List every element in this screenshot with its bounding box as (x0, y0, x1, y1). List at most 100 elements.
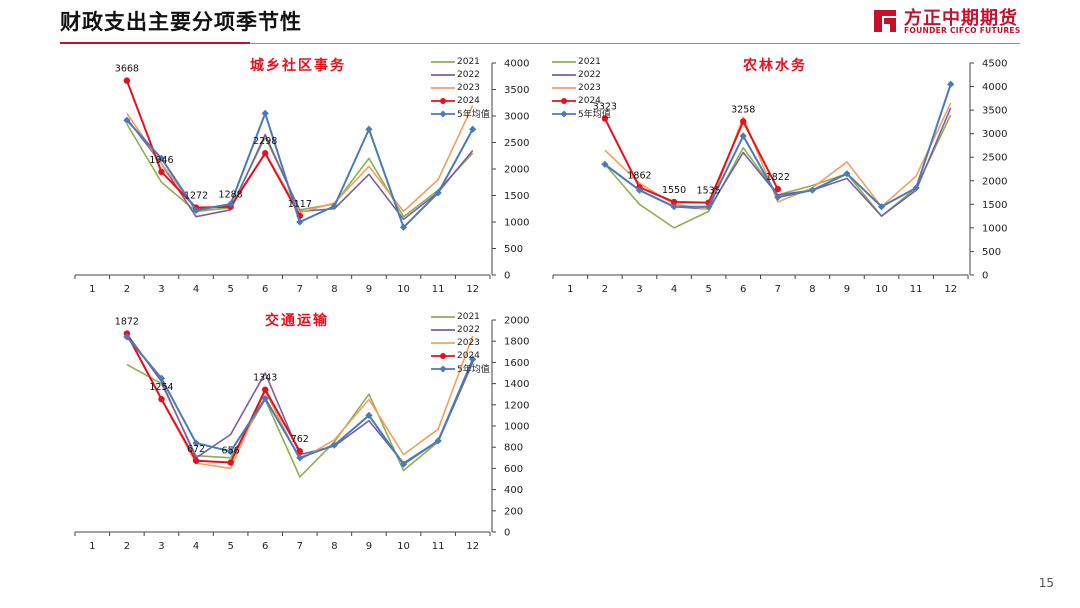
chart-legend: 2021 2022 2023 2024 5年均值 (551, 55, 611, 120)
legend-label: 2022 (578, 69, 601, 80)
page-title: 财政支出主要分项季节性 (60, 10, 302, 34)
chart-svg: 1 2 3 4 5 6 7 8 9 10 11 120500100015002000250030003… (552, 59, 1007, 295)
y-tick-label: 1400 (504, 379, 529, 390)
series-avg-point (261, 109, 269, 117)
x-tick-label: 3 (158, 541, 164, 552)
series-2024-point (192, 457, 200, 464)
y-tick-label: 500 (504, 244, 523, 255)
series-avg-point (434, 189, 442, 197)
chart-svg: 1 2 3 4 5 6 7 8 9 10 11 120500100015002000250030003… (74, 59, 529, 295)
x-tick-label: 5 (227, 541, 233, 552)
series-avg-point (399, 223, 408, 231)
legend-entry: 2022 (430, 323, 490, 336)
series-avg-point (227, 447, 235, 456)
x-tick-label: 12 (944, 284, 957, 295)
series-2024-point (158, 168, 165, 176)
legend-label: 2023 (457, 82, 480, 93)
legend-label: 2021 (578, 56, 601, 67)
series-2024-point (123, 77, 131, 84)
y-tick-label: 4000 (982, 82, 1007, 93)
title-underline-orange (250, 43, 1020, 44)
legend-swatch (431, 110, 455, 118)
series-avg-point (296, 218, 304, 226)
x-tick-label: 6 (262, 284, 268, 295)
x-tick-label: 8 (331, 284, 337, 295)
series-line (125, 333, 301, 464)
legend-swatch (431, 342, 455, 344)
chart-legend: 2021 2022 2023 2024 5年均值 (430, 310, 490, 375)
y-tick-label: 1500 (982, 200, 1007, 211)
y-tick-label: 2000 (982, 176, 1007, 187)
legend-entry: 5年均值 (430, 362, 490, 375)
series-2024-point (262, 150, 269, 157)
series-avg-point (469, 125, 477, 133)
x-tick-label: 10 (397, 541, 410, 552)
y-tick-label: 4500 (982, 59, 1007, 70)
logo-mark-icon (874, 10, 896, 32)
chart-svg: 1 2 3 4 5 6 7 8 9 10 11 120200400600800100012001400… (74, 316, 529, 552)
chart-transportation: 1 2 3 4 5 6 7 8 9 10 11 12 0 200 400 600 800 1000 1200 1400… (70, 310, 550, 555)
legend-swatch (552, 87, 576, 89)
legend-entry: 2021 (430, 310, 490, 323)
y-tick-label: 2500 (982, 153, 1007, 164)
legend-swatch (431, 316, 455, 318)
legend-label: 5年均值 (457, 110, 490, 120)
chart-title: 交通运输 (265, 313, 329, 329)
x-tick-label: 7 (297, 541, 303, 552)
y-tick-label: 1200 (504, 400, 529, 411)
chart-title: 城乡社区事务 (250, 58, 346, 74)
series-avg-point (705, 203, 713, 211)
x-tick-label: 1 (89, 541, 95, 552)
y-tick-label: 2000 (504, 165, 529, 176)
data-label-2024: 1288 (219, 190, 243, 201)
y-tick-label: 0 (504, 271, 510, 282)
x-tick-label: 11 (432, 541, 445, 552)
series-avg-point (157, 154, 166, 162)
legend-swatch (552, 74, 576, 76)
x-tick-label: 8 (809, 284, 815, 295)
chart-legend: 2021 2022 2023 2024 5年均值 (430, 55, 490, 120)
x-tick-label: 9 (366, 541, 372, 552)
legend-entry: 2024 (551, 94, 611, 107)
logo-text-cn: 方正中期期货 (904, 8, 1018, 29)
data-label-2024: 1550 (662, 185, 686, 196)
y-tick-label: 600 (504, 464, 523, 475)
legend-entry: 5年均值 (551, 107, 611, 120)
x-tick-label: 3 (158, 284, 164, 295)
chart-title: 农林水务 (743, 58, 807, 74)
legend-label: 2023 (578, 82, 601, 93)
x-tick-label: 3 (636, 284, 642, 295)
y-tick-label: 1000 (982, 223, 1007, 234)
legend-label: 2021 (457, 311, 480, 322)
x-tick-label: 4 (193, 541, 199, 552)
x-tick-label: 12 (466, 541, 479, 552)
legend-swatch (431, 61, 455, 63)
legend-swatch (431, 329, 455, 331)
data-label-2024: 2298 (253, 136, 277, 147)
y-tick-label: 400 (504, 485, 523, 496)
y-tick-label: 1800 (504, 337, 529, 348)
series-2024-point (158, 395, 165, 403)
legend-label: 2022 (457, 69, 480, 80)
series-avg-point (123, 116, 131, 124)
x-tick-label: 9 (844, 284, 850, 295)
legend-swatch (431, 87, 455, 89)
data-label-2024: 762 (291, 434, 309, 445)
y-tick-label: 1600 (504, 358, 529, 369)
series-avg-point (261, 394, 269, 403)
legend-entry: 2021 (430, 55, 490, 68)
series-avg-point (227, 200, 235, 208)
legend-entry: 2023 (430, 81, 490, 94)
series-avg-point (843, 170, 851, 178)
series-avg-point (157, 374, 166, 382)
data-label-2024: 1535 (697, 186, 721, 197)
data-label-2024: 656 (222, 445, 240, 456)
data-label-2024: 1343 (253, 373, 277, 384)
legend-entry: 2021 (551, 55, 611, 68)
x-tick-label: 1 (89, 284, 95, 295)
legend-swatch (431, 74, 455, 76)
legend-label: 5年均值 (578, 110, 611, 120)
data-label-2024: 1822 (766, 172, 790, 183)
x-tick-label: 4 (193, 284, 199, 295)
y-tick-label: 500 (982, 247, 1001, 258)
